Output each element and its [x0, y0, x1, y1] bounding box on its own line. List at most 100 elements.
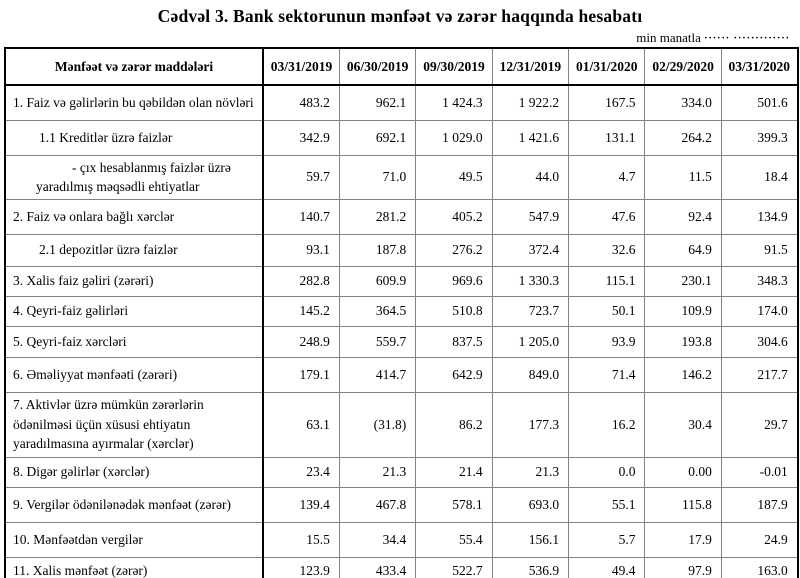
unit-note: min manatla ······ ·············	[0, 29, 790, 46]
cell-value: 264.2	[644, 119, 722, 156]
cell-value: (31.8)	[338, 391, 417, 458]
cell-value: 115.8	[644, 486, 722, 523]
row-label: 11. Xalis mənfəət (zərər)	[4, 556, 264, 578]
table-row: 8. Digər gəlirlər (xərclər) 23.4 21.3 21…	[4, 456, 799, 488]
table-row: 11. Xalis mənfəət (zərər) 123.9 433.4 52…	[4, 556, 799, 578]
cell-value: 50.1	[568, 295, 646, 327]
cell-value: 44.0	[491, 154, 570, 200]
cell-value: 692.1	[338, 119, 417, 156]
column-header-items: Mənfəət və zərər maddələri	[4, 47, 264, 86]
profit-loss-table: Mənfəət və zərər maddələri 03/31/2019 06…	[4, 47, 799, 578]
cell-value: 578.1	[415, 486, 493, 523]
table-row: - çıx hesablanmış faizlər üzrə yaradılmı…	[4, 154, 799, 200]
cell-value: 1 330.3	[491, 265, 570, 297]
row-label: 9. Vergilər ödənilənədək mənfəət (zərər)	[4, 486, 264, 523]
unit-note-text: min manatla	[636, 30, 701, 45]
cell-value: 91.5	[720, 233, 799, 267]
cell-value: 348.3	[720, 265, 799, 297]
cell-value: 29.7	[720, 391, 799, 458]
cell-value: 248.9	[262, 325, 340, 358]
cell-value: -0.01	[720, 456, 799, 488]
row-label: 8. Digər gəlirlər (xərclər)	[4, 456, 264, 488]
table-body: 1. Faiz və gəlirlərin bu qəbildən olan n…	[4, 84, 799, 578]
cell-value: 414.7	[338, 356, 417, 393]
cell-value: 23.4	[262, 456, 340, 488]
cell-value: 174.0	[720, 295, 799, 327]
cell-value: 30.4	[644, 391, 722, 458]
cell-value: 837.5	[415, 325, 493, 358]
cell-value: 21.3	[491, 456, 570, 488]
cell-value: 49.5	[415, 154, 493, 200]
table-row: 10. Mənfəətdən vergilər 15.5 34.4 55.4 1…	[4, 521, 799, 558]
row-label: - çıx hesablanmış faizlər üzrə yaradılmı…	[4, 154, 264, 200]
table-title: Cədvəl 3. Bank sektorunun mənfəət və zər…	[157, 6, 643, 26]
column-header-date-3: 09/30/2019	[415, 47, 493, 86]
cell-value: 1 424.3	[415, 84, 493, 121]
cell-value: 276.2	[415, 233, 493, 267]
cell-value: 282.8	[262, 265, 340, 297]
cell-value: 522.7	[415, 556, 493, 578]
cell-value: 17.9	[644, 521, 722, 558]
cell-value: 0.0	[568, 456, 646, 488]
cell-value: 334.0	[644, 84, 722, 121]
cell-value: 63.1	[262, 391, 340, 458]
row-label: 5. Qeyri-faiz xərcləri	[4, 325, 264, 358]
cell-value: 167.5	[568, 84, 646, 121]
header-row: Mənfəət və zərər maddələri 03/31/2019 06…	[4, 47, 799, 86]
cell-value: 156.1	[491, 521, 570, 558]
table-row: 9. Vergilər ödənilənədək mənfəət (zərər)…	[4, 486, 799, 523]
cell-value: 93.9	[568, 325, 646, 358]
cell-value: 1 029.0	[415, 119, 493, 156]
table-row: 3. Xalis faiz gəliri (zərəri) 282.8 609.…	[4, 265, 799, 297]
cell-value: 71.4	[568, 356, 646, 393]
cell-value: 64.9	[644, 233, 722, 267]
column-header-date-1: 03/31/2019	[262, 47, 340, 86]
row-label: 7. Aktivlər üzrə mümkün zərərlərin ödəni…	[4, 391, 264, 458]
cell-value: 642.9	[415, 356, 493, 393]
cell-value: 187.9	[720, 486, 799, 523]
cell-value: 962.1	[338, 84, 417, 121]
cell-value: 609.9	[338, 265, 417, 297]
cell-value: 24.9	[720, 521, 799, 558]
cell-value: 483.2	[262, 84, 340, 121]
cell-value: 536.9	[491, 556, 570, 578]
row-label: 4. Qeyri-faiz gəlirləri	[4, 295, 264, 327]
row-label: 1. Faiz və gəlirlərin bu qəbildən olan n…	[4, 84, 264, 121]
cell-value: 693.0	[491, 486, 570, 523]
cell-value: 134.9	[720, 198, 799, 235]
column-header-date-4: 12/31/2019	[491, 47, 570, 86]
table-row: 2.1 depozitlər üzrə faizlər 93.1 187.8 2…	[4, 233, 799, 267]
cell-value: 364.5	[338, 295, 417, 327]
cell-value: 109.9	[644, 295, 722, 327]
cell-value: 4.7	[568, 154, 646, 200]
cell-value: 140.7	[262, 198, 340, 235]
cell-value: 34.4	[338, 521, 417, 558]
cell-value: 433.4	[338, 556, 417, 578]
cell-value: 18.4	[720, 154, 799, 200]
cell-value: 281.2	[338, 198, 417, 235]
cell-value: 177.3	[491, 391, 570, 458]
cell-value: 71.0	[338, 154, 417, 200]
row-label: 2. Faiz və onlara bağlı xərclər	[4, 198, 264, 235]
cell-value: 559.7	[338, 325, 417, 358]
cell-value: 16.2	[568, 391, 646, 458]
cell-value: 86.2	[415, 391, 493, 458]
cell-value: 145.2	[262, 295, 340, 327]
cell-value: 217.7	[720, 356, 799, 393]
row-label: 2.1 depozitlər üzrə faizlər	[4, 233, 264, 267]
cell-value: 1 922.2	[491, 84, 570, 121]
cell-value: 230.1	[644, 265, 722, 297]
dotted-leader: ······ ·············	[704, 33, 790, 44]
cell-value: 510.8	[415, 295, 493, 327]
row-label: 10. Mənfəətdən vergilər	[4, 521, 264, 558]
cell-value: 131.1	[568, 119, 646, 156]
column-header-date-6: 02/29/2020	[644, 47, 722, 86]
cell-value: 187.8	[338, 233, 417, 267]
table-row: 7. Aktivlər üzrə mümkün zərərlərin ödəni…	[4, 391, 799, 458]
cell-value: 21.4	[415, 456, 493, 488]
cell-value: 1 205.0	[491, 325, 570, 358]
cell-value: 93.1	[262, 233, 340, 267]
cell-value: 32.6	[568, 233, 646, 267]
cell-value: 849.0	[491, 356, 570, 393]
